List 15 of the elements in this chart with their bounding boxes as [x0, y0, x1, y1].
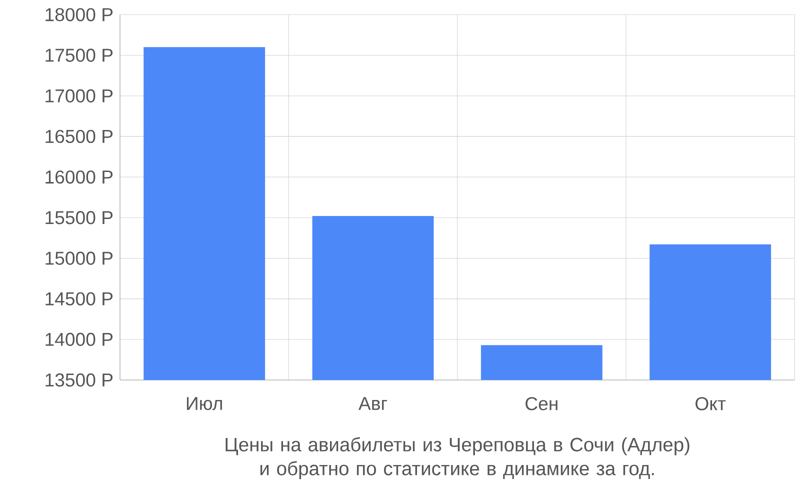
y-tick-label: 18000 Р — [46, 8, 113, 22]
y-tick-label: 15000 Р — [46, 252, 113, 265]
y-tick-label: 16500 Р — [46, 130, 113, 144]
y-tick-label: 14500 Р — [46, 292, 113, 306]
y-tick-label: 17500 Р — [46, 48, 113, 62]
text: Цены на авиабилеты из Череповца в Сочи (Адлер) и обратно по статистике в динамике за год. — [226, 437, 690, 480]
x-tick-label: Окт — [696, 397, 726, 410]
y-tick-label: 15500 Р — [46, 211, 113, 224]
y-tick-label: 13500 Р — [46, 373, 113, 387]
y-tick-label: 16000 Р — [46, 170, 113, 184]
x-tick-label: Авг — [358, 397, 387, 410]
x-tick-label: Июл — [186, 397, 222, 410]
x-tick-label: Сен — [526, 397, 558, 410]
y-tick-label: 14000 Р — [46, 332, 113, 346]
y-tick-label: 17000 Р — [46, 89, 113, 102]
